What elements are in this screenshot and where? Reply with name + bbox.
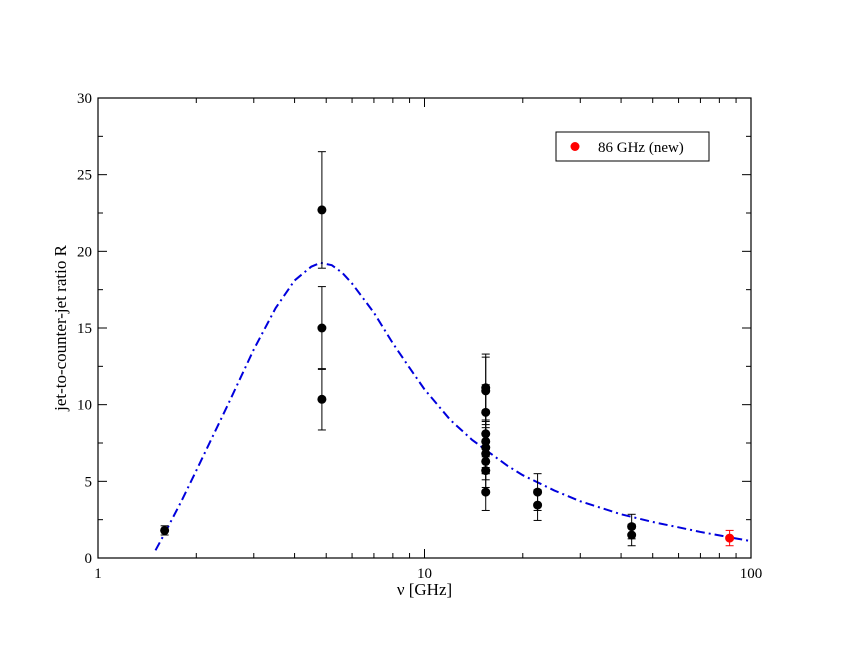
data-point <box>481 473 491 511</box>
data-point <box>627 523 637 547</box>
data-point <box>725 529 735 547</box>
x-tick-label: 100 <box>740 566 763 582</box>
y-axis-label: jet-to-counter-jet ratio R <box>51 244 70 411</box>
y-tick-label: 30 <box>77 91 92 107</box>
legend: 86 GHz (new) <box>555 131 710 162</box>
point-marker <box>481 487 491 497</box>
data-point <box>317 151 327 269</box>
y-tick-label: 15 <box>77 321 92 337</box>
model-curve <box>154 261 751 551</box>
data-point <box>317 286 327 370</box>
y-tick-label: 10 <box>77 398 92 414</box>
plot-area: 0 5 10 15 20 25 30 1 10 100 <box>77 91 762 582</box>
point-marker <box>317 323 327 333</box>
point-marker <box>533 500 543 510</box>
y-tick-label: 0 <box>85 551 93 567</box>
data-point <box>160 525 170 536</box>
y-tick-label: 5 <box>85 474 93 490</box>
data-point <box>533 489 543 521</box>
x-tick-label: 1 <box>94 566 102 582</box>
x-axis-label: ν [GHz] <box>397 580 452 599</box>
curve-layer <box>154 261 751 551</box>
legend-marker <box>570 142 580 151</box>
point-marker <box>481 466 491 476</box>
point-marker <box>160 525 170 535</box>
legend-label: 86 GHz (new) <box>598 140 684 156</box>
point-marker <box>627 530 637 540</box>
ticks-layer: 0 5 10 15 20 25 30 1 10 100 <box>77 91 762 582</box>
legend-box <box>555 131 710 162</box>
plot-frame <box>97 97 752 559</box>
data-point <box>317 368 327 431</box>
point-marker <box>317 394 327 404</box>
x-tick-label: 10 <box>417 566 432 582</box>
y-tick-label: 20 <box>77 244 92 260</box>
point-marker <box>317 205 327 215</box>
points-layer <box>160 151 735 547</box>
y-tick-label: 25 <box>77 168 92 184</box>
point-marker <box>725 533 735 543</box>
